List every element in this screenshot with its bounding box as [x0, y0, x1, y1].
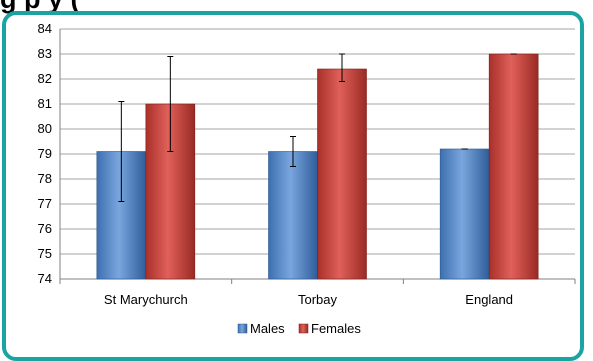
y-tick-label: 80: [38, 121, 52, 136]
legend-swatch-females: [298, 323, 309, 334]
y-tick-label: 78: [38, 171, 52, 186]
y-tick-label: 84: [38, 21, 52, 36]
bar-chart: 74 75 76 77 78 79 80 81 82 83 84 St Marychurch Torba…: [38, 21, 576, 336]
y-tick-label: 83: [38, 46, 52, 61]
bar-males-2: [439, 148, 490, 280]
bar-females-2: [488, 53, 539, 280]
y-tick-label: 77: [38, 196, 52, 211]
x-category-label: St Marychurch: [104, 292, 188, 307]
legend-label-males: Males: [250, 321, 285, 336]
y-tick-label: 82: [38, 71, 52, 86]
x-category-label: England: [465, 292, 513, 307]
legend-swatch-males: [237, 323, 248, 334]
y-tick-label: 79: [38, 146, 52, 161]
y-tick-label: 74: [38, 271, 52, 286]
x-category-label: Torbay: [298, 292, 338, 307]
page-title: g p y (: [0, 0, 593, 14]
y-tick-label: 75: [38, 246, 52, 261]
y-tick-label: 81: [38, 96, 52, 111]
y-tick-label: 76: [38, 221, 52, 236]
bar-females-1: [317, 68, 367, 280]
bar-males-1: [268, 151, 318, 280]
legend-label-females: Females: [311, 321, 361, 336]
